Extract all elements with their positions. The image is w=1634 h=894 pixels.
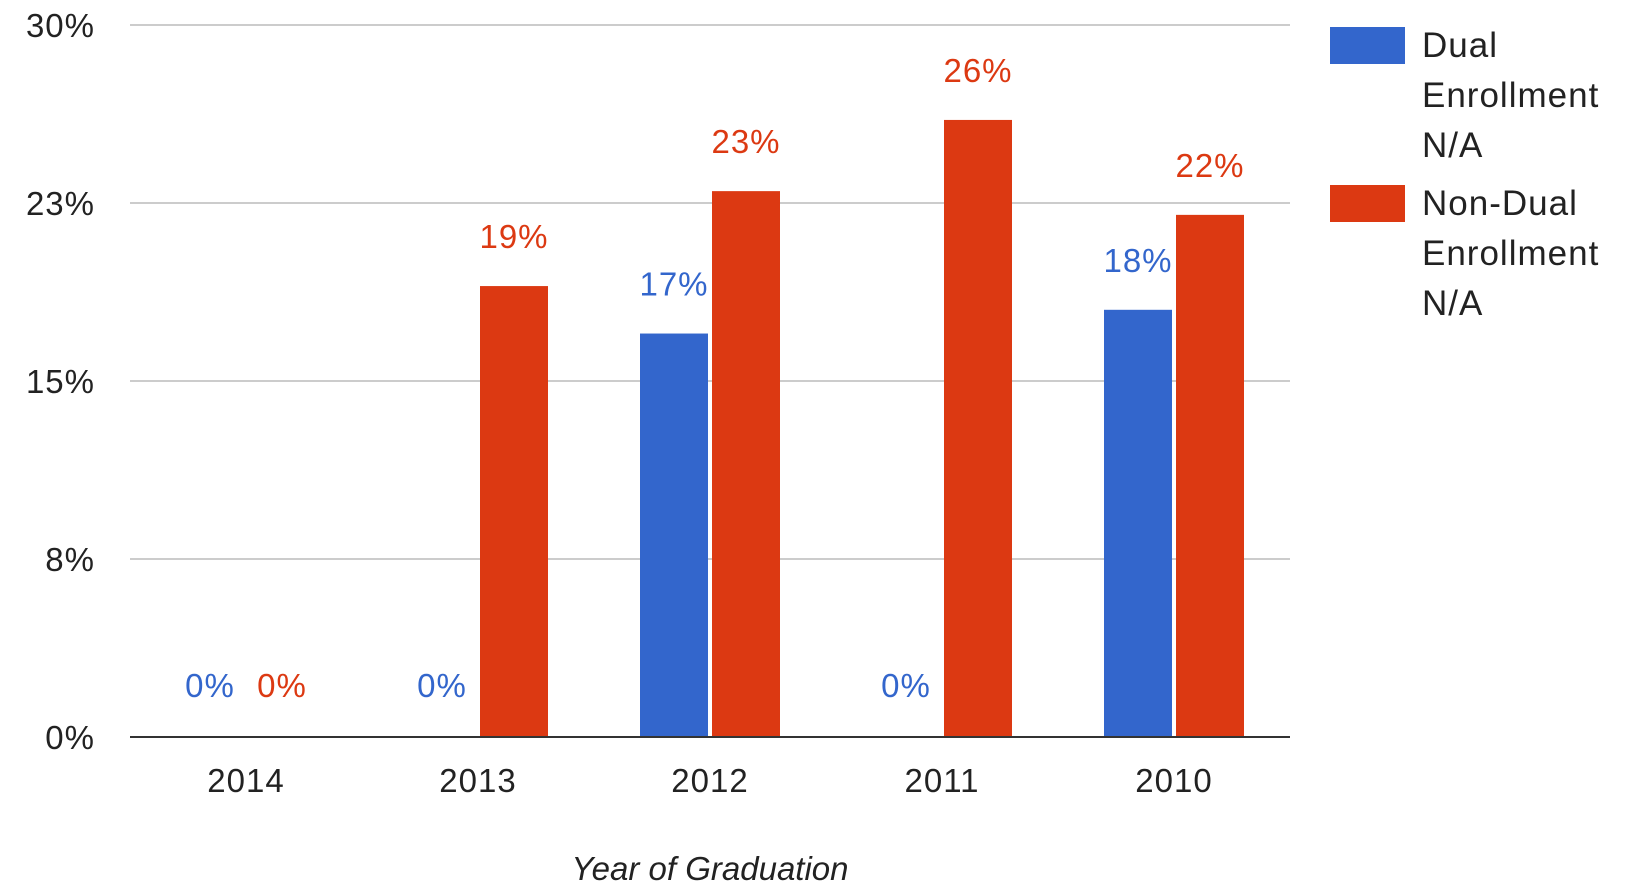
- legend-label: Non-Dual: [1422, 184, 1578, 223]
- data-label: 23%: [711, 123, 780, 160]
- gridlines: [130, 24, 1290, 560]
- legend: Dual Enrollment N/A Non-Dual Enrollment N/A: [1330, 26, 1599, 323]
- data-label: 19%: [479, 218, 548, 255]
- bar-dual: [640, 333, 708, 737]
- bar-non-dual: [1176, 214, 1244, 737]
- y-tick-label: 23%: [26, 185, 95, 222]
- legend-swatch: [1330, 185, 1405, 222]
- data-label: 22%: [1175, 147, 1244, 184]
- legend-swatch: [1330, 27, 1405, 64]
- bar-non-dual: [712, 191, 780, 738]
- x-tick-label: 2012: [671, 762, 748, 799]
- legend-label: N/A: [1422, 126, 1483, 165]
- x-tick-label: 2011: [905, 762, 980, 799]
- x-tick-label: 2010: [1135, 762, 1212, 799]
- x-tick-label: 2013: [439, 762, 516, 799]
- legend-label: Dual: [1422, 26, 1498, 65]
- x-tick-label: 2014: [207, 762, 284, 799]
- bar-dual: [1104, 309, 1172, 737]
- data-label: 0%: [257, 667, 307, 704]
- bar-non-dual: [480, 286, 548, 737]
- x-axis-title: Year of Graduation: [571, 850, 848, 887]
- legend-label: Enrollment: [1422, 234, 1599, 273]
- data-label: 18%: [1103, 242, 1172, 279]
- legend-label: N/A: [1422, 284, 1483, 323]
- bar-non-dual: [944, 119, 1012, 737]
- data-label: 17%: [639, 266, 708, 303]
- y-tick-label: 8%: [45, 541, 95, 578]
- data-labels: 0% 0% 0% 19% 17% 23% 0% 26% 18% 22%: [185, 52, 1244, 704]
- y-tick-label: 15%: [26, 363, 95, 400]
- y-tick-label: 30%: [26, 7, 95, 44]
- y-tick-label: 0%: [45, 719, 95, 756]
- x-axis-ticks: 2014 2013 2012 2011 2010: [207, 762, 1212, 799]
- y-axis-ticks: 0% 8% 15% 23% 30%: [26, 7, 95, 756]
- data-label: 0%: [185, 667, 235, 704]
- bars: [480, 119, 1244, 738]
- data-label: 0%: [881, 667, 931, 704]
- data-label: 0%: [417, 667, 467, 704]
- data-label: 26%: [943, 52, 1012, 89]
- legend-label: Enrollment: [1422, 76, 1599, 115]
